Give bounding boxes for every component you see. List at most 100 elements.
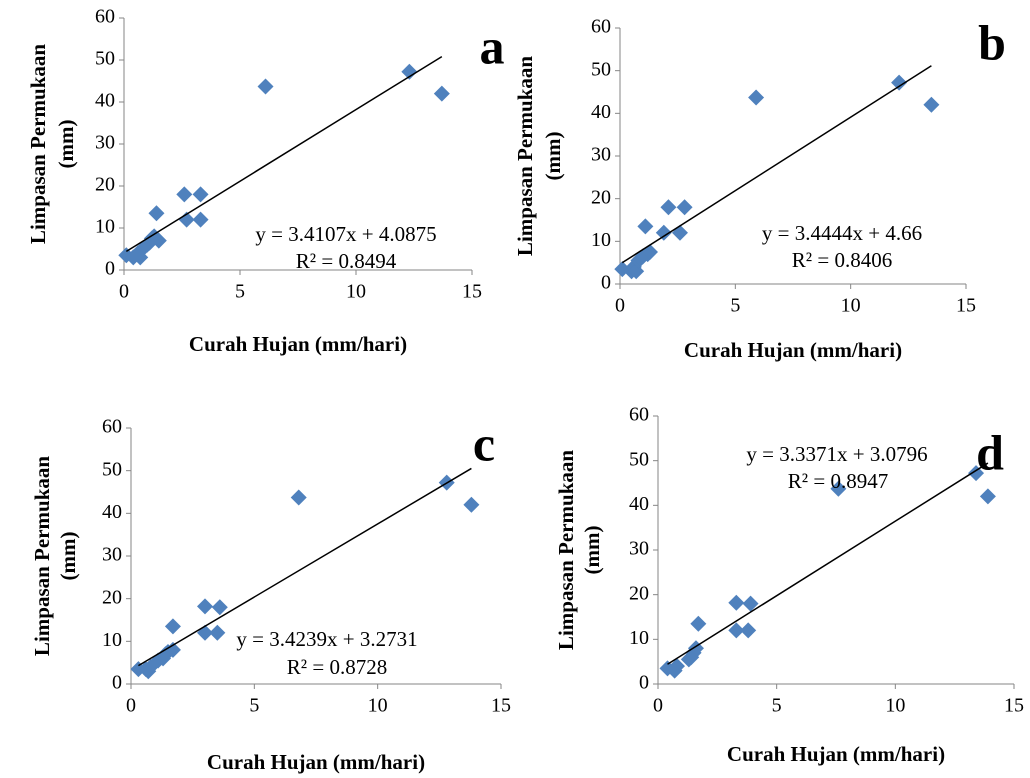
y-tick-label: 30 — [95, 132, 115, 154]
r-squared: R² = 0.8494 — [296, 249, 397, 273]
data-point — [463, 496, 480, 513]
data-point — [668, 658, 685, 675]
data-point — [150, 232, 167, 249]
equation: y = 3.4444x + 4.66 — [762, 221, 922, 245]
data-point — [740, 622, 757, 639]
y-axis-title: Limpasan Permukaan — [30, 456, 54, 656]
equation: y = 3.4239x + 3.2731 — [236, 627, 417, 651]
equation: y = 3.3371x + 3.0796 — [746, 442, 927, 466]
y-tick-label: 10 — [591, 229, 611, 251]
x-tick-label: 15 — [1004, 695, 1024, 717]
x-tick-label: 0 — [653, 695, 663, 717]
y-axis-title: (mm) — [580, 526, 604, 575]
y-tick-label: 0 — [105, 258, 115, 280]
x-tick-label: 10 — [346, 281, 366, 303]
x-tick-label: 10 — [368, 695, 388, 717]
data-point — [979, 488, 996, 505]
trendline — [667, 462, 989, 665]
x-axis-title: Curah Hujan (mm/hari) — [727, 742, 945, 766]
x-tick-label: 10 — [885, 695, 905, 717]
data-point — [192, 186, 209, 203]
panel-label: b — [978, 14, 1006, 70]
r-squared: R² = 0.8728 — [287, 655, 387, 679]
y-tick-label: 20 — [629, 582, 649, 604]
data-point — [164, 641, 181, 658]
data-point — [628, 263, 645, 280]
data-point — [923, 96, 940, 113]
data-point — [748, 89, 765, 106]
y-axis-title: Limpasan Permukaan — [513, 56, 537, 256]
y-tick-label: 30 — [629, 538, 649, 560]
y-axis-title: (mm) — [541, 132, 565, 181]
y-tick-label: 10 — [95, 216, 115, 238]
data-point — [671, 224, 688, 241]
data-point — [728, 622, 745, 639]
y-tick-label: 0 — [639, 672, 649, 694]
y-axis-title: Limpasan Permukaan — [26, 44, 50, 244]
x-tick-label: 15 — [491, 695, 511, 717]
x-tick-label: 5 — [249, 695, 259, 717]
x-tick-label: 10 — [841, 295, 861, 317]
trendline — [125, 55, 443, 253]
panel-label: c — [473, 415, 495, 471]
data-point — [728, 594, 745, 611]
data-point — [148, 205, 165, 222]
trendline — [138, 467, 472, 667]
r-squared: R² = 0.8947 — [788, 469, 888, 493]
data-point — [178, 211, 195, 228]
x-axis-title: Curah Hujan (mm/hari) — [207, 750, 425, 774]
y-tick-label: 0 — [112, 672, 122, 694]
y-tick-label: 10 — [102, 629, 122, 651]
x-tick-label: 5 — [730, 295, 740, 317]
y-tick-label: 30 — [102, 544, 122, 566]
data-point — [690, 615, 707, 632]
y-tick-label: 30 — [591, 144, 611, 166]
x-tick-label: 15 — [462, 281, 482, 303]
y-tick-label: 60 — [102, 416, 122, 438]
data-point — [197, 598, 213, 615]
data-point — [676, 199, 693, 216]
y-tick-label: 40 — [102, 501, 122, 523]
data-point — [660, 199, 677, 216]
data-point — [830, 480, 847, 497]
y-tick-label: 0 — [601, 272, 611, 294]
data-point — [211, 599, 228, 616]
data-point — [290, 489, 307, 506]
y-tick-label: 40 — [591, 101, 611, 123]
y-axis-title: Limpasan Permukaan — [554, 450, 578, 650]
x-tick-label: 0 — [119, 281, 129, 303]
data-point — [192, 211, 209, 228]
y-tick-label: 50 — [629, 448, 649, 470]
x-tick-label: 0 — [126, 695, 136, 717]
data-point — [209, 624, 226, 641]
x-axis-title: Curah Hujan (mm/hari) — [189, 332, 407, 356]
r-squared: R² = 0.8406 — [792, 248, 892, 272]
y-axis-title: (mm) — [56, 532, 80, 581]
y-tick-label: 50 — [95, 48, 115, 70]
data-point — [176, 186, 193, 203]
y-tick-label: 50 — [102, 458, 122, 480]
panel-label: a — [480, 18, 505, 74]
y-tick-label: 50 — [591, 58, 611, 80]
y-tick-label: 10 — [629, 627, 649, 649]
equation: y = 3.4107x + 4.0875 — [255, 222, 436, 246]
y-tick-label: 20 — [102, 586, 122, 608]
y-tick-label: 60 — [629, 404, 649, 426]
data-point — [401, 63, 418, 80]
y-tick-label: 40 — [95, 90, 115, 112]
y-axis-title: (mm) — [54, 120, 78, 169]
y-tick-label: 60 — [95, 6, 115, 28]
data-point — [655, 224, 672, 241]
y-tick-label: 20 — [591, 186, 611, 208]
data-point — [968, 465, 985, 482]
data-point — [891, 74, 908, 91]
y-tick-label: 20 — [95, 174, 115, 196]
x-tick-label: 5 — [235, 281, 245, 303]
x-axis-title: Curah Hujan (mm/hari) — [684, 338, 902, 362]
x-tick-label: 5 — [772, 695, 782, 717]
trendline — [621, 65, 932, 264]
x-tick-label: 0 — [615, 295, 625, 317]
data-point — [433, 85, 450, 102]
data-point — [257, 78, 274, 95]
